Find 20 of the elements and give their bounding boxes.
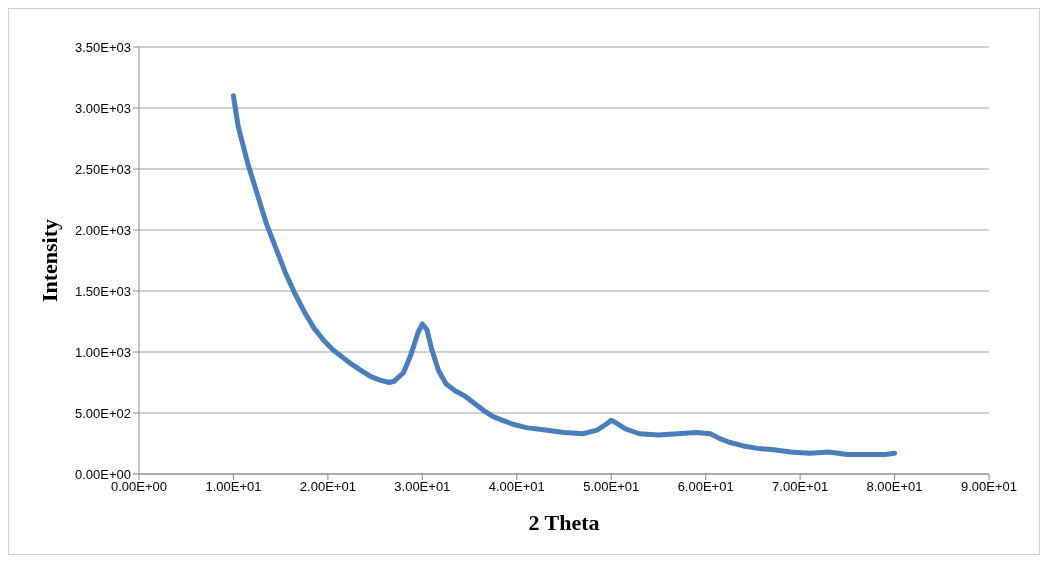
x-tick-label: 6.00E+01 [677,479,734,495]
y-tick-label: 1.00E+03 [74,344,131,360]
x-tick-label: 2.00E+01 [299,479,356,495]
y-tick-label: 0.00E+00 [74,466,131,482]
y-tick-label: 3.50E+03 [74,39,131,55]
x-tick-label: 3.00E+01 [394,479,451,495]
y-tick-label: 3.00E+03 [74,100,131,116]
y-tick-label: 1.50E+03 [74,283,131,299]
y-axis-title: Intensity [36,218,62,303]
x-tick-label: 0.00E+00 [110,479,168,495]
y-tick-label: 2.50E+03 [74,161,131,177]
y-tick-label: 2.00E+03 [74,222,131,238]
x-axis-title: 2 Theta [528,510,600,535]
x-tick-label: 5.00E+01 [583,479,640,495]
x-tick-label: 7.00E+01 [772,479,829,495]
x-tick-label: 1.00E+01 [205,479,262,495]
x-tick-label: 4.00E+01 [488,479,545,495]
y-tick-label: 5.00E+02 [74,405,131,421]
x-tick-label: 9.00E+01 [960,479,1018,495]
x-tick-label: 8.00E+01 [866,479,923,495]
